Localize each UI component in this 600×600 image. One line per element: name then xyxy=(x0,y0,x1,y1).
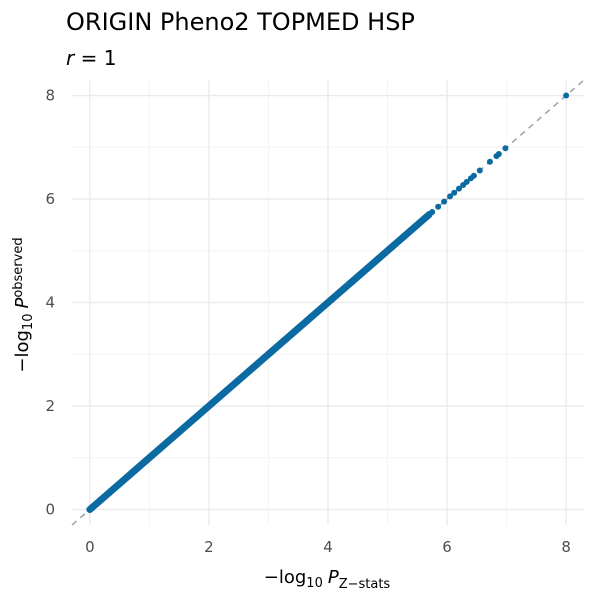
dense-point-band xyxy=(86,211,433,513)
data-point xyxy=(470,172,477,179)
x-tick-label: 8 xyxy=(561,538,571,556)
y-tick-label: 0 xyxy=(45,500,55,518)
data-point xyxy=(476,167,483,174)
data-point xyxy=(447,193,454,200)
x-axis-label: −log10 PZ−stats xyxy=(264,567,391,592)
data-point xyxy=(486,158,493,165)
grid xyxy=(72,80,584,525)
x-tick-label: 6 xyxy=(442,538,452,556)
x-tick-label: 2 xyxy=(204,538,214,556)
data-point xyxy=(495,150,502,157)
data-point xyxy=(441,198,448,205)
data-point xyxy=(502,145,509,152)
data-point xyxy=(451,189,458,196)
tick-labels: 0 2 4 6 8 0 2 4 6 8 xyxy=(45,87,570,556)
y-axis-label: −log10Pobserved xyxy=(11,237,36,372)
y-tick-label: 2 xyxy=(45,397,55,415)
data-point xyxy=(435,203,442,210)
data-points xyxy=(429,92,570,215)
chart-subtitle: r = 1 xyxy=(66,46,116,70)
y-tick-label: 6 xyxy=(45,190,55,208)
y-tick-label: 4 xyxy=(45,294,55,312)
chart-title: ORIGIN Pheno2 TOPMED HSP xyxy=(66,8,415,36)
data-point xyxy=(429,208,436,215)
data-point xyxy=(463,178,470,185)
data-point xyxy=(563,92,570,99)
y-tick-label: 8 xyxy=(45,87,55,105)
data-point xyxy=(455,185,462,192)
x-tick-label: 0 xyxy=(85,538,95,556)
x-tick-label: 4 xyxy=(323,538,333,556)
